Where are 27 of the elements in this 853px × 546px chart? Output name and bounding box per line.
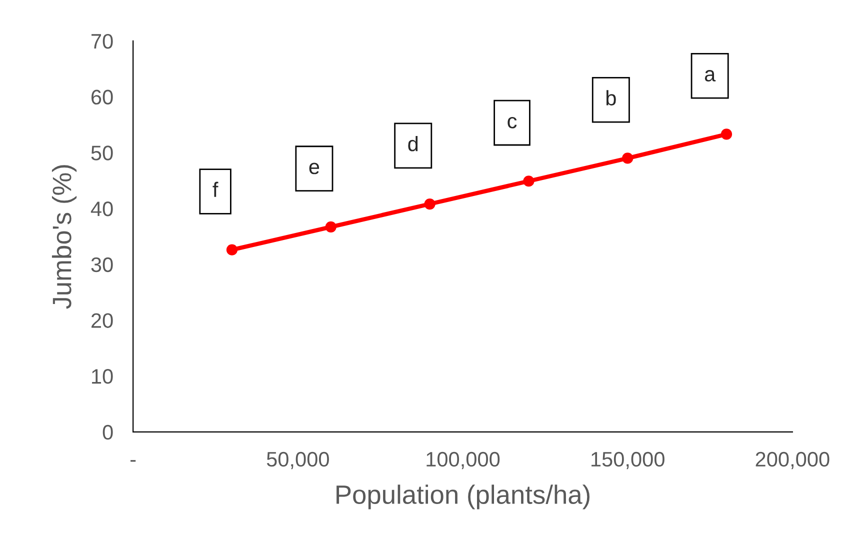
annotation: c [508, 116, 517, 128]
x-tick-label: 100,000 [426, 452, 500, 470]
annotation: e [309, 162, 320, 174]
annotation: d [408, 136, 418, 152]
x-axis-title: Population (plants/ha) [336, 484, 590, 510]
point [325, 221, 336, 232]
y-tick-label: 30 [91, 257, 113, 272]
point [622, 152, 634, 164]
point [720, 128, 732, 140]
y-tick-label: 50 [91, 146, 113, 160]
point [523, 176, 534, 187]
point [226, 244, 238, 256]
y-tick-label: 0 [102, 424, 113, 440]
point [424, 198, 436, 210]
y-axis-title: Jumbo's (%) [52, 165, 77, 309]
y-tick-label: 70 [92, 34, 113, 49]
y-tick-label: 10 [92, 369, 113, 384]
y-tick-label: 20 [92, 313, 113, 328]
x-tick-label: - [130, 460, 136, 462]
x-tick-label: 150,000 [592, 452, 664, 470]
x-tick-label: 200,000 [756, 452, 830, 470]
annotation: f [212, 182, 218, 197]
y-tick-label: 60 [92, 90, 113, 105]
y-tick-label: 40 [90, 201, 113, 216]
annotation: b [606, 90, 616, 106]
annotation: a [704, 70, 716, 82]
x-tick-label: 50,000 [266, 452, 329, 470]
